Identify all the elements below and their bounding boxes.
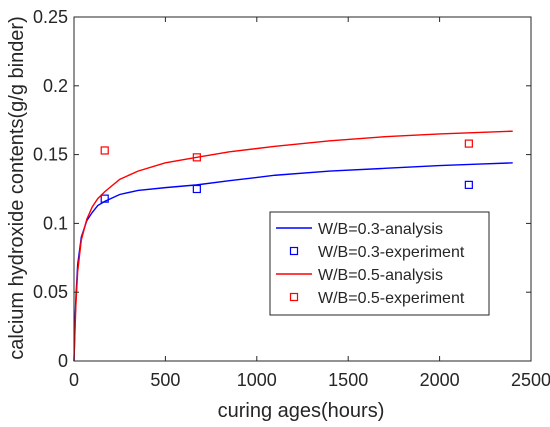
y-tick-label: 0.25 [33,7,68,27]
series-line-w-b-0-3-analysis [73,162,513,362]
x-tick-label: 2500 [511,370,550,390]
y-axis-label: calcium hydroxide contents(g/g binder) [6,16,28,360]
legend: W/B=0.3-analysis W/B=0.3-experiment W/B=0.… [269,211,490,316]
x-tick-label: 500 [150,370,180,390]
y-tick-label: 0.2 [43,76,68,96]
axes: 0 500 1000 1500 2000 2500 0 0.05 0.1 0.15 0.2 0.25 [33,7,550,390]
x-tick-label: 0 [69,370,79,390]
legend-label-w-b-0-5-experiment: W/B=0.5-experiment [318,290,465,307]
series-line-w-b-0-5-analysis [73,130,513,362]
x-tick-label: 2000 [420,370,460,390]
x-tick-label: 1500 [328,370,368,390]
plot-frame [73,16,532,362]
legend-label-w-b-0-3-experiment: W/B=0.3-experiment [318,244,465,261]
legend-swatch-w-b-0-5-experiment [289,292,299,302]
y-tick-label: 0 [58,351,68,371]
legend-box [269,211,490,316]
data-point-w-b-0-5-experiment [192,153,201,162]
data-point-w-b-0-5-experiment [100,146,109,155]
data-point-w-b-0-5-experiment [464,139,473,148]
x-axis-label: curing ages(hours) [218,400,385,422]
legend-swatch-w-b-0-3-experiment [289,246,299,256]
legend-label-w-b-0-3-analysis: W/B=0.3-analysis [318,221,443,238]
y-tick-label: 0.15 [33,145,68,165]
plot-marks [73,130,513,362]
x-tick-label: 1000 [237,370,277,390]
y-tick-label: 0.1 [43,213,68,233]
data-point-w-b-0-3-experiment [100,194,109,203]
legend-label-w-b-0-5-analysis: W/B=0.5-analysis [318,267,443,284]
data-point-w-b-0-3-experiment [192,184,201,194]
data-point-w-b-0-3-experiment [464,180,473,189]
y-tick-label: 0.05 [33,282,68,302]
